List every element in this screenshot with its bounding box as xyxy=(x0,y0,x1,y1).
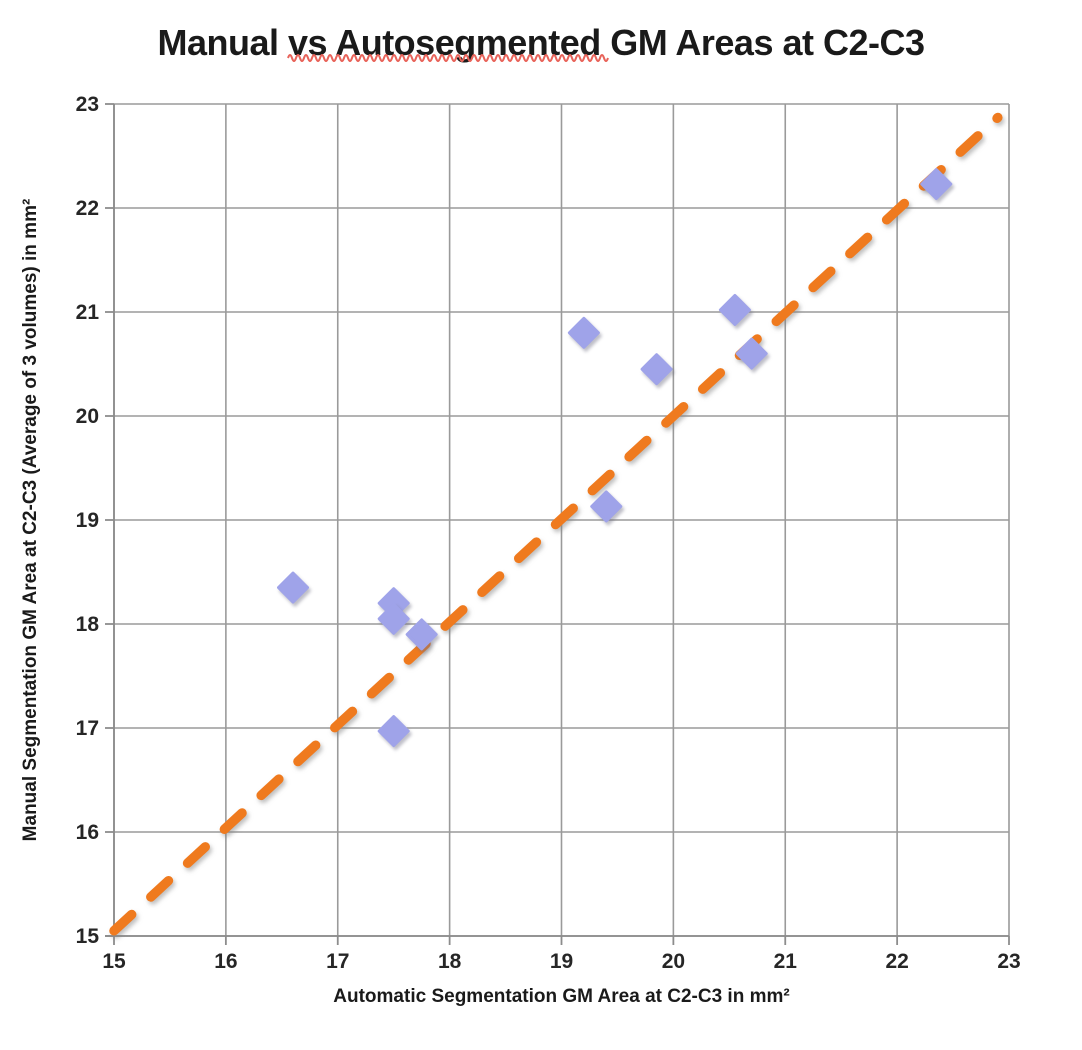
title-misspelled-segment: vs Autosegmented xyxy=(287,22,609,64)
x-tick-label-15: 15 xyxy=(102,950,126,973)
data-point-10 xyxy=(920,168,953,201)
data-point-8 xyxy=(718,293,751,326)
data-point-7 xyxy=(640,353,673,386)
x-tick-label-20: 20 xyxy=(662,950,685,973)
x-axis-title: Automatic Segmentation GM Area at C2-C3 … xyxy=(333,986,790,1007)
data-point-3 xyxy=(405,618,438,651)
tick-labels: 15 16 17 18 19 20 21 22 23 15 16 17 18 19 20 21 22 23 xyxy=(76,93,1021,973)
chart-title: Manual vs Autosegmented GM Areas at C2-C… xyxy=(0,22,1082,64)
data-point-2 xyxy=(377,602,410,635)
y-tick-label-16: 16 xyxy=(76,821,99,844)
data-point-6 xyxy=(590,490,623,523)
x-tick-label-16: 16 xyxy=(214,950,237,973)
x-tick-label-22: 22 xyxy=(885,950,908,973)
x-tick-label-21: 21 xyxy=(774,950,798,973)
data-point-0 xyxy=(277,571,309,604)
y-tick-label-20: 20 xyxy=(76,405,99,428)
x-tick-label-17: 17 xyxy=(326,950,349,973)
y-tick-label-21: 21 xyxy=(76,301,100,324)
y-tick-label-22: 22 xyxy=(76,197,99,220)
title-text-before: Manual xyxy=(157,22,288,63)
data-point-9 xyxy=(735,337,768,370)
x-tick-label-18: 18 xyxy=(438,950,462,973)
y-tick-label-23: 23 xyxy=(76,93,99,116)
data-point-5 xyxy=(567,316,600,349)
x-tick-label-19: 19 xyxy=(550,950,573,973)
y-tick-label-15: 15 xyxy=(76,925,100,948)
data-points xyxy=(277,168,953,748)
y-tick-label-18: 18 xyxy=(76,613,100,636)
squiggle-path xyxy=(287,54,609,62)
spellcheck-squiggle-icon xyxy=(287,54,609,62)
y-tick-label-17: 17 xyxy=(76,717,99,740)
title-text-after: GM Areas at C2-C3 xyxy=(600,22,925,63)
x-tick-label-23: 23 xyxy=(997,950,1020,973)
y-tick-label-19: 19 xyxy=(76,509,99,532)
trendline-dashed xyxy=(109,112,1003,936)
data-point-4 xyxy=(377,715,410,748)
